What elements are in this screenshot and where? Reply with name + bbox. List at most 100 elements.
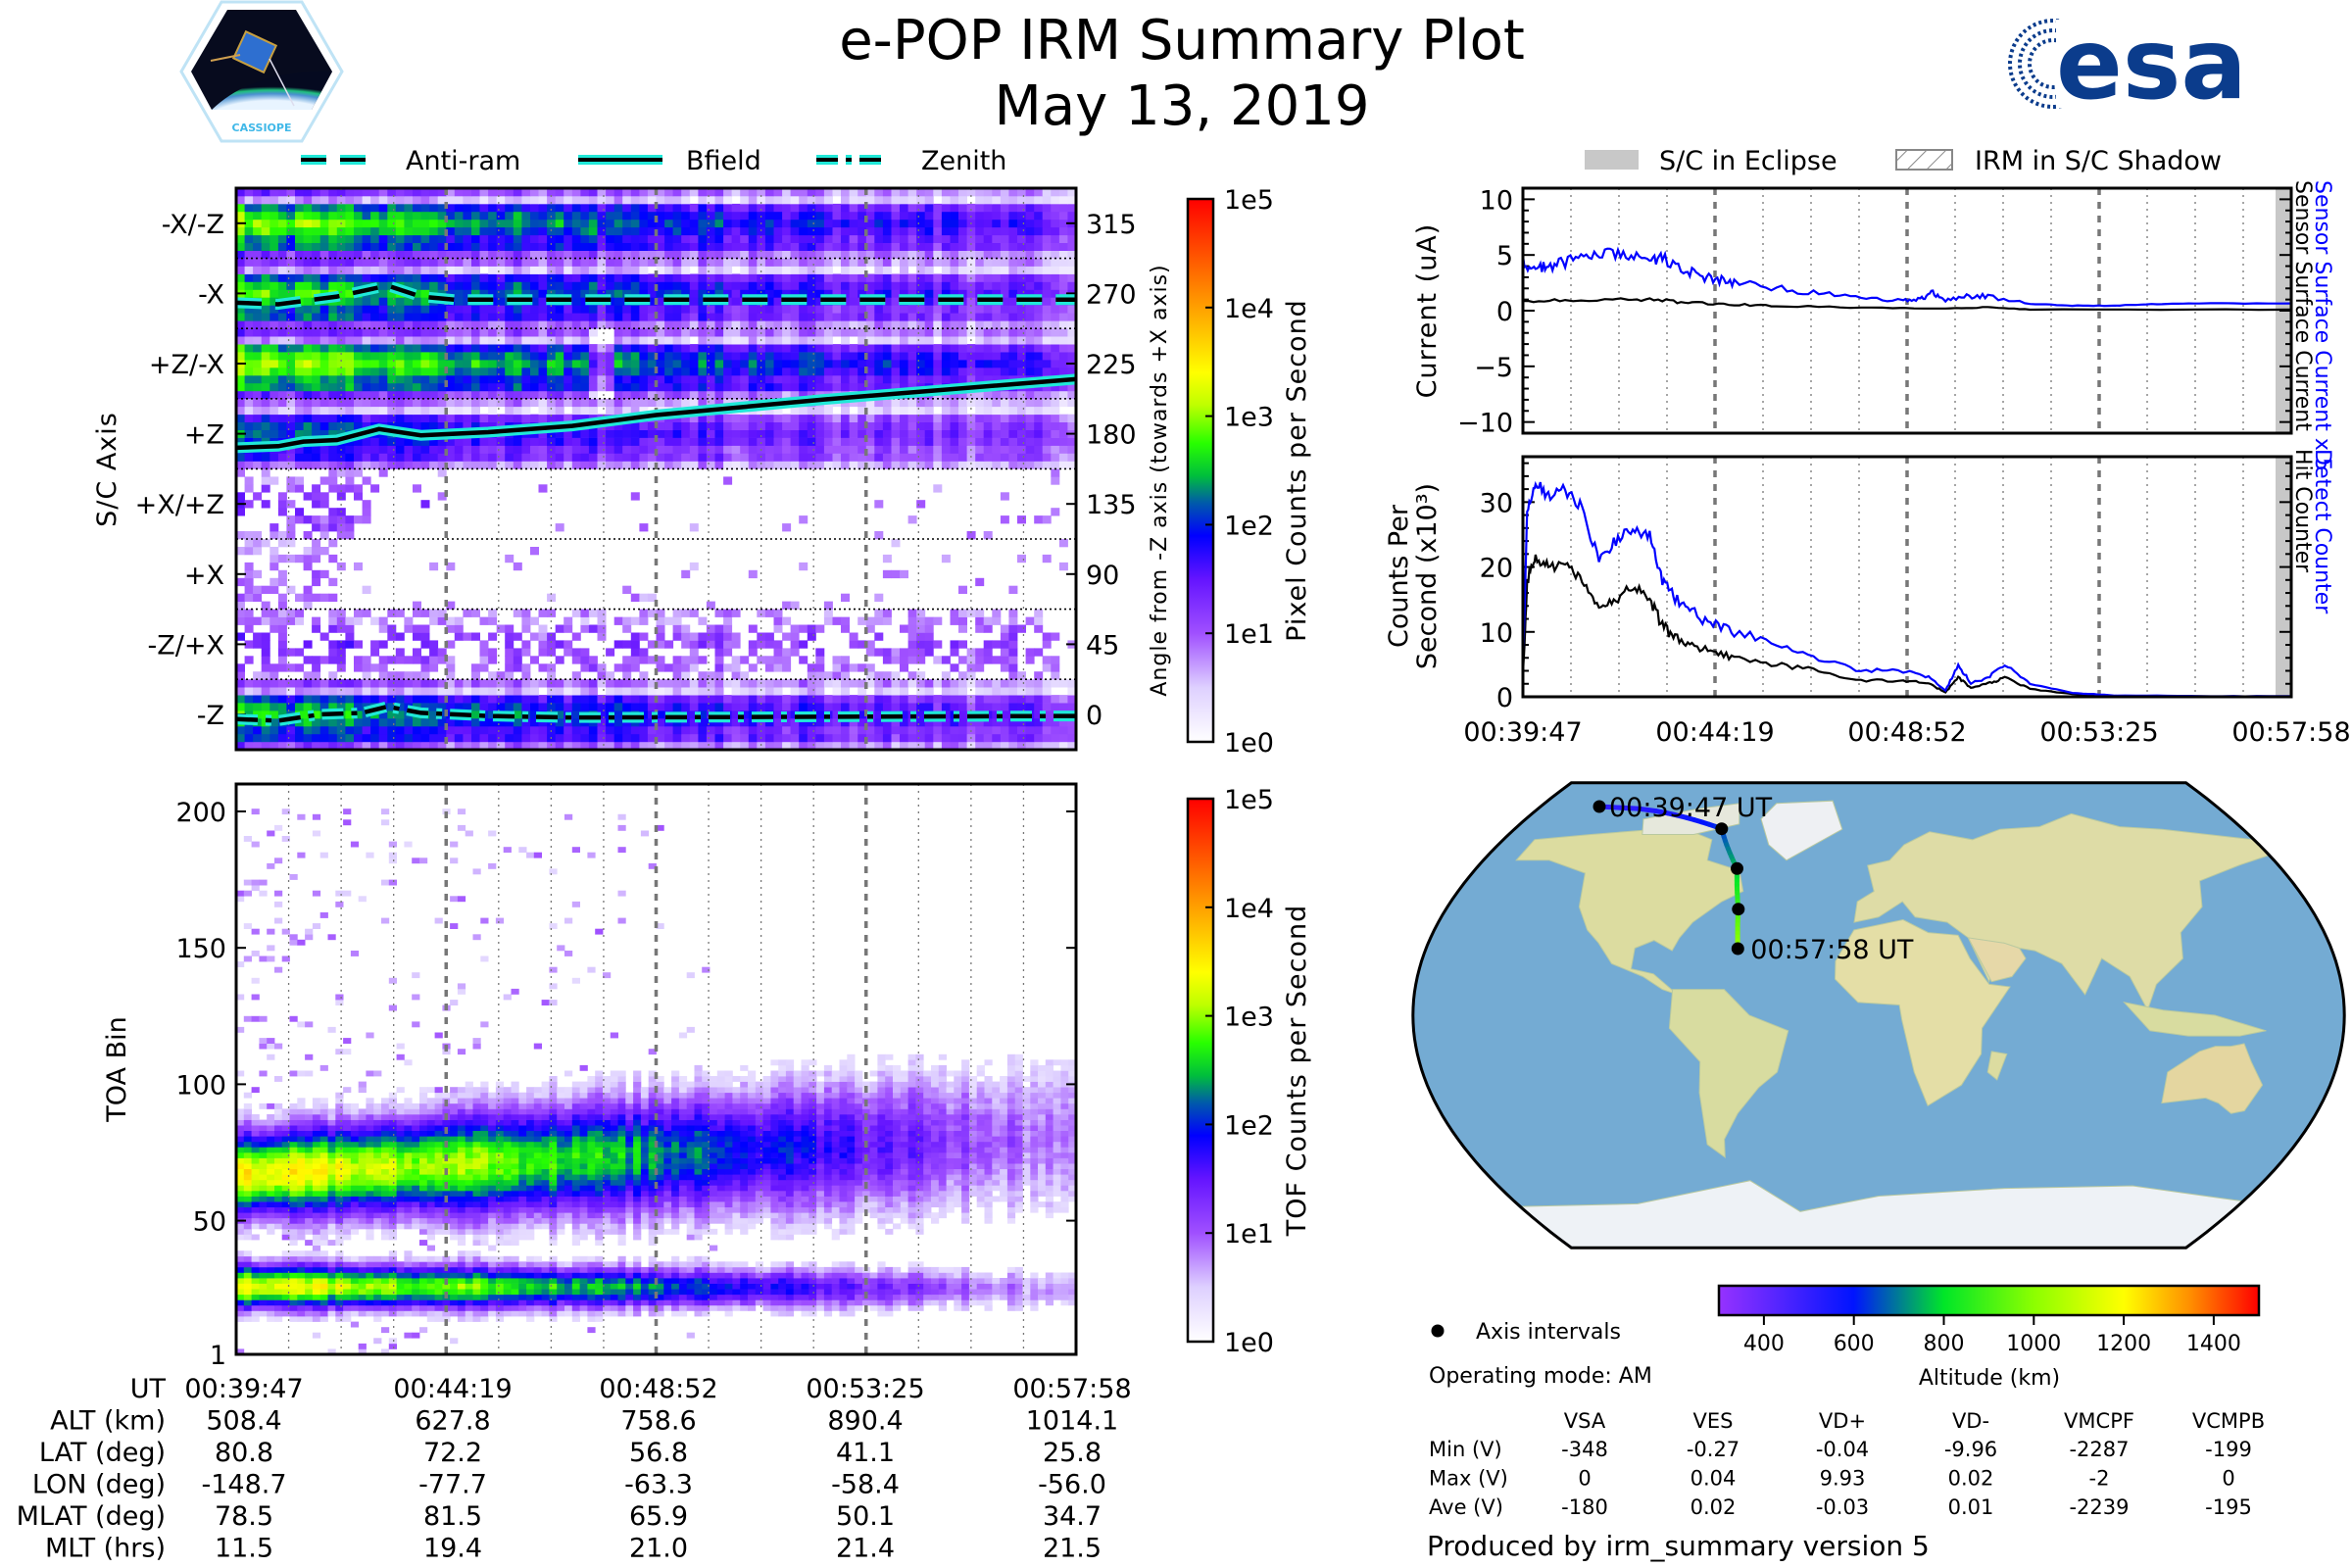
heatmap-cell [865,679,875,688]
heatmap-cell [966,648,976,657]
heatmap-cell [975,313,985,321]
heatmap-cell [891,656,901,664]
heatmap-cell [571,360,581,368]
heatmap-cell [362,515,371,524]
heatmap-cell [354,562,363,571]
heatmap-cell [807,226,816,236]
heatmap-cell [345,344,355,353]
heatmap-cell [312,250,321,259]
heatmap-cell [714,437,724,446]
heatmap-cell [277,609,287,617]
heatmap-cell [900,421,908,430]
heatmap-cell [328,515,338,524]
heatmap-cell [261,219,270,228]
heatmap-cell [874,313,884,321]
heatmap-cell [714,336,724,345]
heatmap-cell [656,211,665,220]
heatmap-cell [1034,390,1044,400]
heatmap-cell [689,374,699,384]
heatmap-cell [799,656,808,664]
heatmap-cell [1042,640,1052,649]
heatmap-cell [706,671,715,680]
heatmap-cell [622,703,632,711]
heatmap-cell [471,344,480,353]
heatmap-cell [841,226,850,236]
heatmap-cell [253,741,263,750]
heatmap-cell [1067,733,1076,743]
heatmap-cell [1017,554,1026,564]
heatmap-cell [731,671,741,680]
heatmap-cell [244,305,254,314]
heatmap-cell [1051,352,1060,361]
heatmap-cell [564,414,573,422]
heatmap-cell [815,648,825,657]
heatmap-cell [773,710,783,719]
heatmap-cell [924,687,934,696]
heatmap-cell [900,437,908,446]
heatmap-cell [261,360,270,368]
heatmap-cell [858,352,867,361]
heatmap-cell [1067,368,1076,376]
heatmap-cell [748,390,758,400]
heatmap-cell [303,695,313,704]
heatmap-cell [698,461,708,469]
heatmap-cell [244,437,254,446]
heatmap-cell [362,671,371,680]
heatmap-cell [891,414,901,422]
heatmap-cell [236,226,245,236]
heatmap-cell [479,398,489,408]
heatmap-cell [261,671,270,680]
heatmap-cell [630,406,640,416]
heatmap-cell [858,250,867,259]
heatmap-cell [454,219,464,228]
heatmap-cell [253,382,263,392]
heatmap-cell [849,695,858,704]
heatmap-cell [244,289,254,298]
heatmap-cell [622,461,632,469]
heatmap-cell [815,671,825,680]
heatmap-cell [303,421,313,430]
heatmap-cell [1067,352,1076,361]
heatmap-cell [1051,336,1060,345]
heatmap-cell [748,648,758,657]
heatmap-cell [764,211,774,220]
heatmap-cell [479,718,489,727]
heatmap-cell [1034,406,1044,416]
heatmap-cell [975,305,985,314]
heatmap-cell [622,585,632,594]
heatmap-cell [362,360,371,368]
heatmap-cell [858,453,867,462]
heatmap-cell [303,593,313,602]
heatmap-cell [244,687,254,696]
heatmap-cell [1067,421,1076,430]
heatmap-cell [698,382,708,392]
heatmap-cell [681,234,691,243]
heatmap-cell [706,398,715,408]
heatmap-cell [395,679,405,688]
heatmap-cell [454,352,464,361]
heatmap-cell [244,258,254,267]
heatmap-cell [731,710,741,719]
heatmap-cell [916,616,926,625]
heatmap-cell [319,328,329,337]
heatmap-cell [1034,344,1044,353]
heatmap-cell [606,398,615,408]
heatmap-cell [672,203,682,213]
heatmap-cell [832,437,842,446]
heatmap-cell [378,352,388,361]
heatmap-cell [807,382,816,392]
heatmap-cell [1017,360,1026,368]
heatmap-cell [664,226,674,236]
heatmap-cell [597,196,607,205]
heatmap-cell [378,725,388,735]
heatmap-cell [244,484,254,493]
heatmap-cell [630,273,640,282]
heatmap-cell [277,656,287,664]
heatmap-cell [664,445,674,454]
heatmap-cell [966,414,976,422]
heatmap-cell [748,679,758,688]
heatmap-cell [630,663,640,672]
heatmap-cell [244,616,254,625]
heatmap-cell [773,695,783,704]
heatmap-cell [362,687,371,696]
